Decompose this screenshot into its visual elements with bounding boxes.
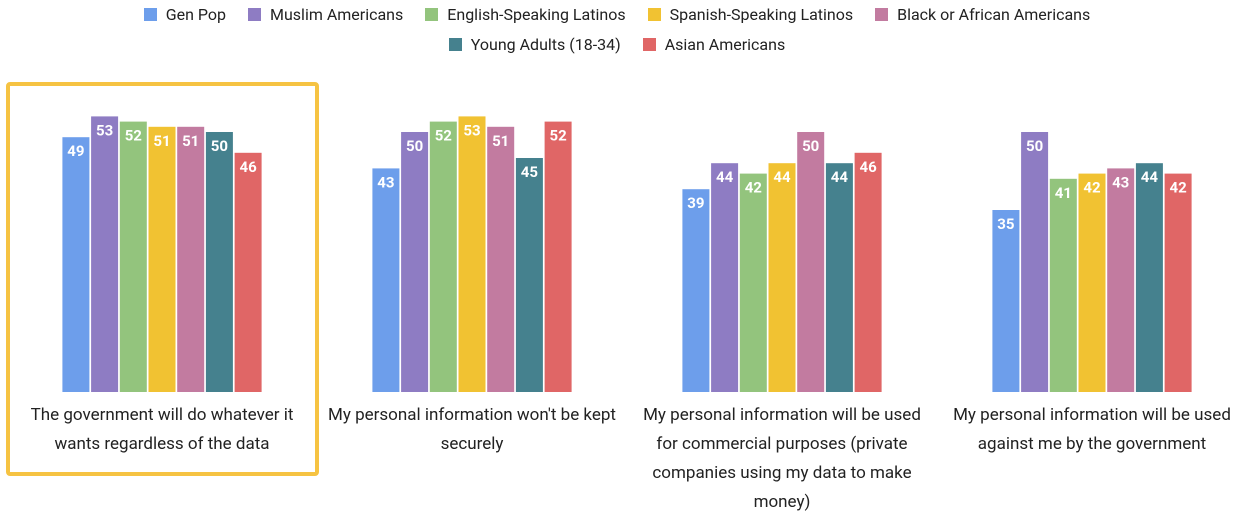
bar [91, 116, 119, 393]
bar [854, 152, 882, 392]
bar [487, 126, 515, 393]
value-label: 51 [153, 132, 170, 150]
bar [515, 158, 543, 392]
value-label: 50 [211, 137, 228, 155]
bar [992, 210, 1020, 392]
value-label: 46 [239, 158, 257, 176]
value-label: 44 [773, 168, 791, 186]
bar [739, 173, 767, 392]
legend-label: Black or African Americans [897, 5, 1091, 24]
bar [1135, 163, 1163, 392]
bar [544, 121, 572, 392]
value-label: 52 [435, 127, 453, 145]
bar [1049, 178, 1077, 392]
value-label: 43 [377, 173, 394, 191]
value-label: 52 [125, 127, 143, 145]
legend-item: Black or African Americans [875, 5, 1090, 24]
bar [62, 137, 90, 392]
bar [1021, 132, 1049, 392]
legend-swatch [425, 8, 439, 21]
value-label: 46 [859, 158, 877, 176]
legend-item: Spanish-Speaking Latinos [647, 5, 854, 24]
value-label: 52 [549, 127, 567, 145]
legend-swatch [875, 8, 889, 21]
bar [401, 132, 429, 392]
legend-item: English-Speaking Latinos [425, 5, 626, 24]
value-label: 49 [67, 142, 84, 160]
value-label: 43 [1112, 173, 1129, 191]
bar [797, 132, 825, 392]
legend-swatch [143, 8, 157, 21]
legend-label: Young Adults (18-34) [470, 35, 621, 54]
bar [682, 189, 710, 392]
bar [234, 152, 262, 392]
legend-label: English-Speaking Latinos [447, 5, 626, 24]
bar [205, 132, 233, 392]
legend-swatch [448, 38, 462, 51]
bar [372, 168, 400, 392]
legend-swatch [248, 8, 261, 21]
highlight-box [6, 82, 319, 476]
bar [768, 163, 796, 392]
legend-item: Gen Pop [143, 5, 226, 24]
value-label: 51 [492, 132, 509, 150]
value-label: 44 [1141, 168, 1159, 186]
bar [148, 126, 176, 393]
legend-item: Young Adults (18-34) [448, 35, 621, 54]
x-tick-label: My personal information won't be kept se… [327, 405, 616, 454]
legend-swatch [642, 38, 656, 51]
legend-label: Spanish-Speaking Latinos [669, 5, 854, 24]
bar [458, 116, 486, 393]
legend: Young Adults (18-34) Asian Americans [0, 35, 1234, 54]
bar [429, 121, 457, 392]
value-label: 45 [521, 163, 538, 181]
bar [711, 163, 739, 392]
legend-label: Muslim Americans [270, 5, 404, 24]
value-label: 35 [997, 215, 1014, 233]
bar [825, 163, 853, 392]
legend-label: Asian Americans [664, 35, 786, 54]
value-label: 41 [1055, 184, 1072, 202]
x-tick-label: The government will do whatever it wants… [30, 405, 294, 454]
bar [1164, 173, 1192, 392]
value-label: 44 [831, 168, 849, 186]
legend: Gen Pop Muslim Americans English-Speaking … [0, 5, 1234, 24]
value-label: 50 [1026, 137, 1043, 155]
value-label: 42 [745, 179, 763, 197]
legend-swatch [647, 8, 661, 21]
bar [1078, 173, 1106, 392]
legend-item: Muslim Americans [248, 5, 403, 24]
value-label: 50 [802, 137, 819, 155]
value-label: 50 [406, 137, 423, 155]
bar [119, 121, 147, 392]
value-label: 44 [716, 168, 734, 186]
value-label: 39 [687, 194, 704, 212]
value-label: 42 [1169, 179, 1187, 197]
value-label: 53 [463, 121, 480, 139]
x-tick-label: My personal information will be used for… [643, 405, 921, 512]
bar [177, 126, 205, 393]
x-tick-label: My personal information will be used aga… [953, 405, 1231, 454]
value-label: 42 [1083, 179, 1101, 197]
legend-label: Gen Pop [165, 5, 226, 24]
bar [1107, 168, 1135, 392]
value-label: 51 [182, 132, 199, 150]
legend-item: Asian Americans [642, 35, 786, 54]
value-label: 53 [96, 121, 113, 139]
